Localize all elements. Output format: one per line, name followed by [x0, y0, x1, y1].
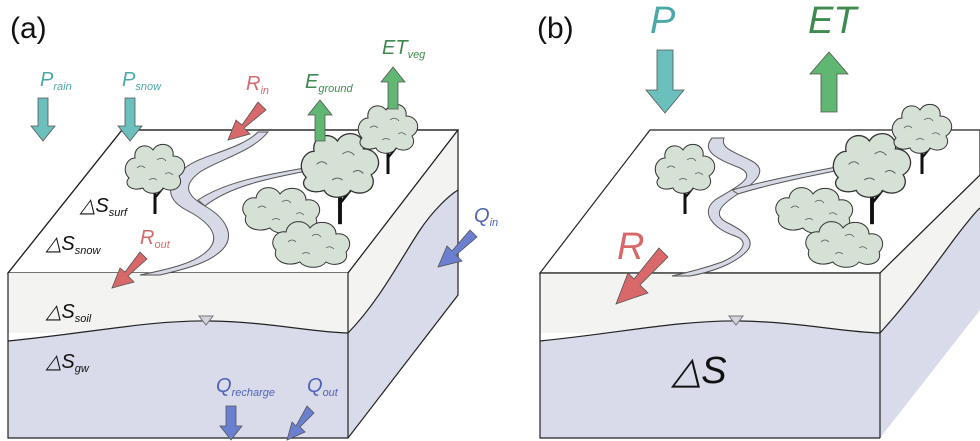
water-table-marker	[197, 315, 215, 326]
q-in-label: Qin	[474, 205, 499, 229]
s-soil-label: △Ssoil	[46, 301, 92, 325]
r-label: R	[617, 226, 645, 268]
r-out-label: Rout	[140, 227, 170, 251]
panel-a-groundwater-layer	[8, 320, 348, 438]
panel-a-soil-layer	[8, 273, 348, 333]
panel-a-block	[6, 102, 460, 439]
p-rain-arrow	[30, 97, 56, 142]
p-label: P	[650, 0, 676, 42]
et-veg-label: ETveg	[382, 37, 426, 61]
e-ground-arrow	[307, 99, 333, 142]
storage-label: △S	[672, 350, 727, 392]
r-arrow	[615, 247, 669, 305]
water-table-marker	[727, 315, 745, 326]
q-recharge-label: Qrecharge	[216, 375, 275, 399]
panel-b-label: (b)	[537, 12, 574, 45]
e-ground-label: Eground	[305, 71, 353, 95]
panel-a-label: (a)	[10, 12, 47, 45]
panel-b-block	[538, 102, 980, 439]
q-in-arrow	[437, 229, 478, 268]
q-recharge-arrow	[219, 405, 243, 441]
et-label: ET	[808, 0, 857, 42]
p-arrow	[645, 49, 685, 114]
r-in-arrow	[227, 101, 267, 141]
s-gw-label: △Sgw	[46, 351, 89, 375]
panel-a-arrows	[30, 66, 478, 441]
q-out-label: Qout	[307, 375, 338, 399]
panel-b-groundwater-layer	[540, 320, 880, 438]
p-snow-label: Psnow	[122, 69, 162, 93]
r-out-arrow	[111, 251, 148, 289]
panel-b-arrows	[615, 49, 849, 305]
p-rain-label: Prain	[40, 69, 72, 93]
s-snow-label: △Ssnow	[46, 233, 101, 257]
et-arrow	[809, 51, 849, 113]
q-out-arrow	[286, 405, 315, 441]
p-snow-arrow	[117, 97, 143, 142]
r-in-label: Rin	[246, 73, 270, 97]
et-veg-arrow	[380, 66, 406, 110]
s-surf-label: △Ssurf	[80, 195, 128, 219]
